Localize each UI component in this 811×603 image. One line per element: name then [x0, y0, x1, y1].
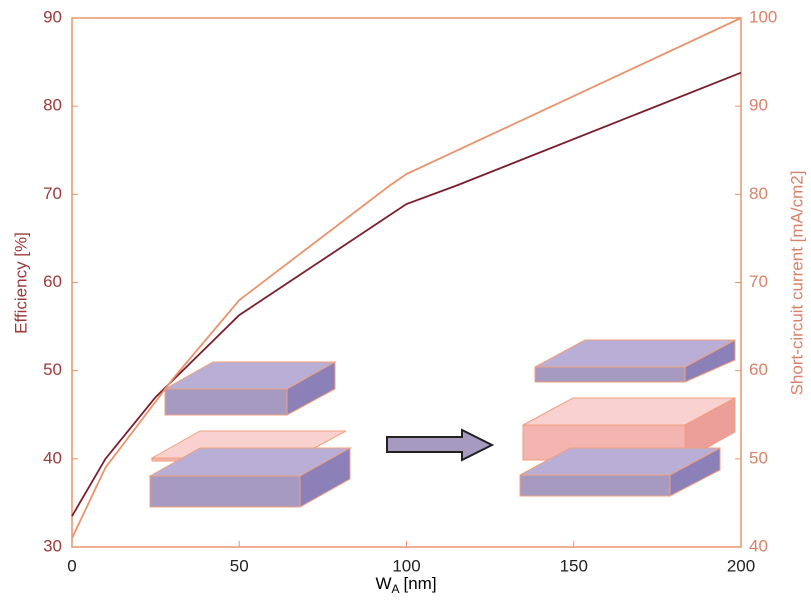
y-tick-label: 70: [43, 184, 62, 203]
data-line: [71, 71, 742, 517]
y2-tick-label: 70: [749, 272, 768, 291]
y-axis-label: Efficiency [%]: [11, 232, 30, 334]
x-tick-label: 150: [560, 556, 588, 575]
x-tick-label: 0: [67, 556, 76, 575]
y2-tick-label: 50: [749, 448, 768, 467]
y-tick-label: 30: [43, 536, 62, 555]
y2-tick-label: 90: [749, 96, 768, 115]
y-tick-label: 90: [43, 7, 62, 26]
x-axis-label: WA [nm]: [375, 574, 436, 596]
y-tick-label: 60: [43, 272, 62, 291]
y2-axis-label: Short-circuit current [mA/cm2]: [787, 171, 806, 396]
y-tick-label: 40: [43, 448, 62, 467]
y2-tick-label: 60: [749, 360, 768, 379]
y2-tick-label: 80: [749, 184, 768, 203]
x-tick-label: 100: [392, 556, 420, 575]
x-tick-label: 50: [230, 556, 249, 575]
illustration: [148, 339, 736, 508]
y2-tick-label: 100: [749, 7, 777, 26]
y-tick-label: 50: [43, 360, 62, 379]
y2-tick-label: 40: [749, 536, 768, 555]
x-tick-label: 200: [727, 556, 755, 575]
data-line: [71, 17, 742, 539]
y-tick-label: 80: [43, 96, 62, 115]
